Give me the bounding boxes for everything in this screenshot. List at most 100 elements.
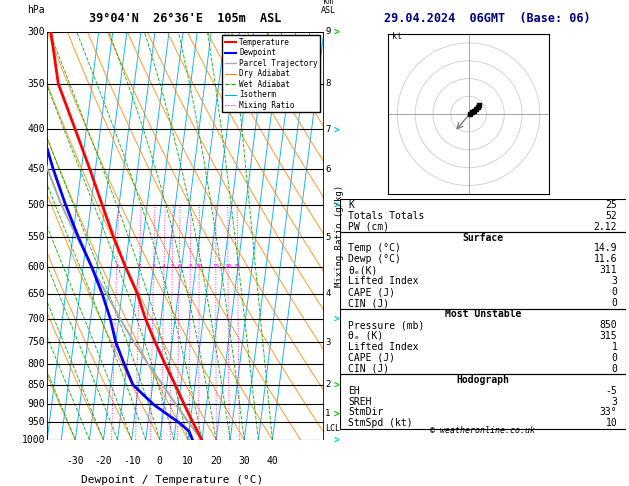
Bar [340,232,626,309]
Text: -10: -10 [123,456,140,466]
Text: 6: 6 [325,165,331,174]
Text: K: K [348,200,354,210]
Text: 20: 20 [224,264,231,269]
Text: PW (cm): PW (cm) [348,222,389,232]
Text: StmSpd (kt): StmSpd (kt) [348,418,413,429]
Text: CIN (J): CIN (J) [348,364,389,374]
Text: 3: 3 [325,338,331,347]
Text: >: > [333,124,339,134]
Text: θₑ (K): θₑ (K) [348,331,384,341]
Bar [340,199,626,232]
Text: >: > [333,200,339,210]
Text: 350: 350 [27,79,45,89]
Text: Dewpoint / Temperature (°C): Dewpoint / Temperature (°C) [81,474,263,485]
Text: Most Unstable: Most Unstable [445,309,521,319]
Text: SREH: SREH [348,397,372,407]
Text: Dewp (°C): Dewp (°C) [348,254,401,264]
Text: 950: 950 [27,417,45,428]
Text: 311: 311 [599,265,617,276]
Text: 4: 4 [325,289,331,298]
Text: 900: 900 [27,399,45,409]
Text: 11.6: 11.6 [594,254,617,264]
Text: 25: 25 [234,264,242,269]
Text: 850: 850 [599,320,617,330]
Text: Totals Totals: Totals Totals [348,210,425,221]
Text: -30: -30 [67,456,84,466]
Text: 850: 850 [27,380,45,390]
Text: >: > [333,27,339,36]
Text: 1: 1 [325,409,331,418]
Text: kt: kt [392,33,402,41]
Text: 33°: 33° [599,407,617,417]
Text: CAPE (J): CAPE (J) [348,287,395,297]
Text: 7: 7 [325,124,331,134]
Text: Mixing Ratio (g/kg): Mixing Ratio (g/kg) [335,185,344,287]
Text: CIN (J): CIN (J) [348,298,389,308]
Text: 8: 8 [189,264,192,269]
Text: 750: 750 [27,337,45,347]
Text: km
ASL: km ASL [321,0,336,15]
Text: 30: 30 [238,456,250,466]
Text: 650: 650 [27,289,45,299]
Text: Hodograph: Hodograph [456,375,509,385]
Text: 15: 15 [212,264,220,269]
Text: 0: 0 [611,364,617,374]
Text: 10: 10 [196,264,203,269]
Text: 1: 1 [115,264,119,269]
Text: -20: -20 [95,456,113,466]
Text: Surface: Surface [462,232,503,243]
Text: 5: 5 [325,233,331,242]
Text: 600: 600 [27,261,45,272]
Text: 2.12: 2.12 [594,222,617,232]
Text: 3: 3 [611,276,617,286]
Text: 0: 0 [611,353,617,363]
Text: © weatheronline.co.uk: © weatheronline.co.uk [430,426,535,435]
Text: 3: 3 [152,264,155,269]
Text: LCL: LCL [325,424,340,434]
Text: 500: 500 [27,200,45,210]
Bar [340,309,626,374]
Text: 400: 400 [27,124,45,134]
Text: >: > [333,380,339,390]
Text: 700: 700 [27,314,45,324]
Text: 2: 2 [138,264,142,269]
Text: 0: 0 [611,298,617,308]
Text: 5: 5 [170,264,174,269]
Text: 1: 1 [611,342,617,352]
Text: 52: 52 [606,210,617,221]
Text: EH: EH [348,385,360,396]
Legend: Temperature, Dewpoint, Parcel Trajectory, Dry Adiabat, Wet Adiabat, Isotherm, Mi: Temperature, Dewpoint, Parcel Trajectory… [223,35,320,112]
Text: 39°04'N  26°36'E  105m  ASL: 39°04'N 26°36'E 105m ASL [89,12,282,25]
Text: >: > [333,314,339,324]
Text: 10: 10 [182,456,194,466]
Text: 4: 4 [162,264,166,269]
Text: 1000: 1000 [21,435,45,445]
Text: 8: 8 [325,79,331,88]
Text: hPa: hPa [27,5,45,15]
Text: 300: 300 [27,27,45,36]
Text: 40: 40 [267,456,278,466]
Text: >: > [333,435,339,445]
Text: 10: 10 [606,418,617,429]
Text: θₑ(K): θₑ(K) [348,265,377,276]
Text: Lifted Index: Lifted Index [348,342,419,352]
Text: StmDir: StmDir [348,407,384,417]
Text: 0: 0 [157,456,163,466]
Text: Pressure (mb): Pressure (mb) [348,320,425,330]
Text: Lifted Index: Lifted Index [348,276,419,286]
Text: 3: 3 [611,397,617,407]
Text: 20: 20 [210,456,222,466]
Text: 0: 0 [611,287,617,297]
Text: 9: 9 [325,27,331,36]
Text: 14.9: 14.9 [594,243,617,254]
Text: 315: 315 [599,331,617,341]
Text: 25: 25 [606,200,617,210]
Text: Temp (°C): Temp (°C) [348,243,401,254]
Text: 6: 6 [177,264,181,269]
Text: -5: -5 [606,385,617,396]
Text: 2: 2 [325,380,331,389]
Text: 800: 800 [27,359,45,369]
Bar [340,374,626,429]
Text: 450: 450 [27,164,45,174]
Text: CAPE (J): CAPE (J) [348,353,395,363]
